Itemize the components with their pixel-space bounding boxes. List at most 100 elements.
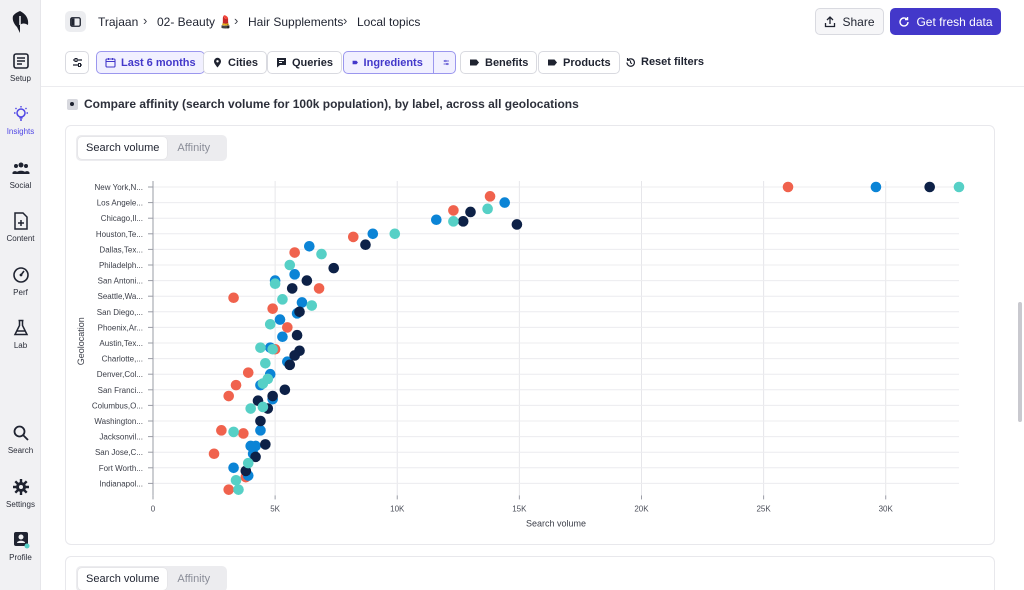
data-point — [367, 228, 379, 240]
data-point — [242, 457, 254, 469]
y-tick-label: Seattle,Wa... — [98, 292, 144, 301]
data-point — [228, 292, 239, 304]
data-point — [289, 247, 300, 258]
breadcrumb-separator-icon: › — [234, 13, 239, 28]
divider — [41, 86, 1024, 87]
y-tick-label: Chicago,Il... — [101, 214, 143, 223]
data-point — [216, 425, 227, 436]
sidebar-item-insights[interactable]: Insights — [0, 105, 41, 151]
chart-card: Search volume Affinity 0 5K 10K 15K 20K 25K 30… — [65, 125, 995, 545]
share-button-label: Share — [842, 14, 875, 29]
section-title-text: Compare affinity (search volume for 100k… — [84, 97, 579, 111]
data-point — [286, 283, 298, 294]
top-bar: Trajaan › 02- Beauty 💄 › Hair Supplement… — [41, 0, 1024, 44]
filter-benefits[interactable]: Benefits — [460, 51, 538, 74]
x-tick-label: 20K — [634, 504, 649, 513]
panel-toggle-button[interactable] — [65, 11, 86, 32]
get-fresh-data-button[interactable]: Get fresh data — [890, 8, 1001, 35]
sidebar-item-perf[interactable]: Perf — [0, 266, 41, 312]
sidebar-item-setup[interactable]: Setup — [0, 52, 41, 98]
breadcrumb-local-topics[interactable]: Local topics — [357, 15, 421, 29]
tag-icon — [352, 60, 358, 65]
filter-queries[interactable]: Queries — [267, 51, 342, 74]
filter-last-6-months[interactable]: Last 6 months — [96, 51, 205, 74]
data-point — [223, 484, 235, 495]
gauge-icon — [12, 267, 29, 283]
sidebar-item-label: Search — [7, 446, 34, 455]
data-point — [328, 262, 340, 274]
data-point — [316, 248, 327, 260]
data-point — [782, 181, 794, 193]
y-tick-label: Jacksonvil... — [99, 433, 143, 442]
data-point — [304, 240, 315, 252]
toggle-affinity[interactable]: Affinity — [177, 573, 211, 585]
data-point — [208, 448, 220, 460]
y-tick-label: Indianapol... — [99, 479, 143, 488]
map-pin-icon — [214, 57, 221, 68]
sidebar-item-social[interactable]: Social — [0, 159, 41, 205]
x-tick-label: 0 — [151, 504, 156, 513]
sidebar-item-profile[interactable]: Profile — [0, 531, 41, 577]
sidebar-item-label: Profile — [9, 553, 32, 562]
tag-icon — [548, 59, 557, 66]
data-point — [360, 239, 371, 251]
toggle-affinity[interactable]: Affinity — [177, 142, 211, 154]
get-fresh-data-label: Get fresh data — [916, 14, 993, 29]
flask-icon — [13, 319, 28, 336]
data-point — [499, 197, 511, 208]
sidebar-panel-icon — [70, 16, 81, 27]
data-point — [277, 294, 288, 305]
breadcrumb-trajaan[interactable]: Trajaan — [98, 15, 139, 29]
message-square-icon — [277, 58, 286, 68]
refresh-icon — [899, 16, 910, 27]
breadcrumb-beauty[interactable]: 02- Beauty 💄 — [157, 15, 234, 29]
calendar-icon — [105, 58, 116, 68]
y-tick-label: Los Angele... — [97, 199, 143, 208]
filter-options-icon[interactable] — [443, 57, 450, 68]
x-tick-label: 15K — [512, 504, 527, 513]
data-point — [277, 331, 288, 343]
y-tick-label: San Antoni... — [98, 277, 143, 286]
reset-filters-button[interactable]: Reset filters — [625, 56, 704, 68]
share-button[interactable]: Share — [815, 8, 884, 35]
sidebar: Setup Insights Social Content Perf Lab S… — [0, 0, 41, 590]
page-scrollbar[interactable] — [1018, 302, 1022, 422]
data-point — [238, 428, 249, 439]
filter-ingredients[interactable]: Ingredients — [343, 51, 456, 74]
data-point — [242, 367, 254, 378]
data-point — [306, 300, 318, 311]
breadcrumb-hair-supplements[interactable]: Hair Supplements — [248, 15, 344, 29]
data-point — [250, 451, 261, 463]
data-point — [233, 484, 244, 495]
data-point — [347, 231, 359, 243]
share-icon — [825, 15, 836, 27]
section-title: Compare affinity (search volume for 100k… — [67, 97, 579, 111]
filter-label: Cities — [228, 56, 258, 69]
gear-icon — [12, 479, 29, 495]
y-tick-label: Fort Worth... — [99, 464, 143, 473]
y-tick-label: Columbus,O... — [92, 401, 143, 410]
sidebar-item-label: Settings — [6, 500, 35, 509]
sidebar-item-search[interactable]: Search — [0, 424, 41, 470]
chart-card-2: Search volume Affinity — [65, 556, 995, 590]
x-tick-label: 5K — [270, 504, 280, 513]
filter-settings-button[interactable] — [65, 51, 89, 74]
sidebar-item-lab[interactable]: Lab — [0, 319, 41, 365]
filter-cities[interactable]: Cities — [203, 51, 267, 74]
app-logo-icon[interactable] — [9, 10, 31, 34]
history-icon — [626, 57, 635, 67]
reset-filters-label: Reset filters — [641, 56, 704, 68]
breadcrumb-separator-icon: › — [343, 13, 348, 28]
data-point — [924, 181, 935, 193]
filter-products[interactable]: Products — [538, 51, 620, 74]
sidebar-item-settings[interactable]: Settings — [0, 478, 41, 524]
lightbulb-icon — [13, 106, 28, 121]
toggle-search-volume[interactable]: Search volume — [78, 568, 168, 590]
y-tick-label: San Diego,... — [97, 308, 143, 317]
data-point — [269, 278, 281, 290]
profile-icon — [13, 532, 29, 549]
sidebar-item-content[interactable]: Content — [0, 212, 41, 258]
data-point — [465, 206, 476, 218]
sidebar-item-label: Insights — [6, 127, 35, 136]
toggle-search-volume[interactable]: Search volume — [78, 137, 168, 159]
